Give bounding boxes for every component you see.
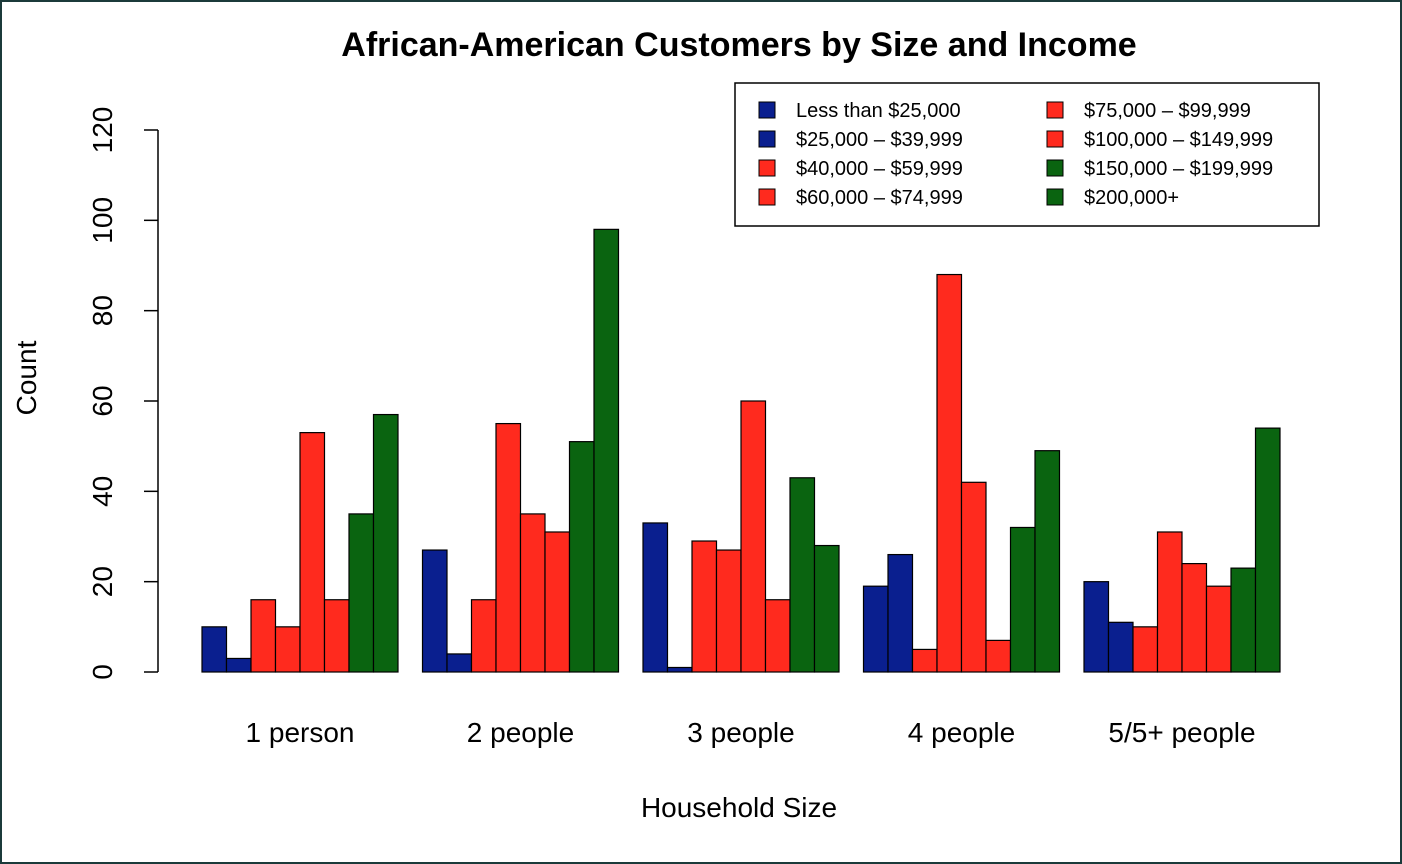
- bar: [1009, 526, 1036, 673]
- bar: [1107, 621, 1134, 673]
- bar: [936, 273, 963, 673]
- bar: [642, 522, 669, 673]
- legend-box: [734, 82, 1320, 227]
- bar: [299, 432, 326, 673]
- legend: Less than $25,000 $25,000 – $39,999 $40,00…: [734, 82, 1320, 227]
- bar: [568, 441, 595, 673]
- y-tick-label: 60: [87, 385, 118, 416]
- y-tick-label: 20: [87, 566, 118, 597]
- bar: [1083, 581, 1110, 673]
- bar: [495, 422, 522, 673]
- x-axis-label: Household Size: [641, 792, 837, 823]
- y-tick-label: 80: [87, 295, 118, 326]
- bar: [593, 228, 620, 673]
- y-axis-label: Count: [11, 340, 42, 415]
- bar: [1181, 562, 1208, 673]
- legend-swatch: [758, 188, 776, 206]
- y-tick-label: 120: [87, 107, 118, 154]
- legend-swatch: [1046, 188, 1064, 206]
- bar: [1156, 531, 1183, 673]
- bar: [372, 413, 399, 673]
- y-tick-label: 40: [87, 476, 118, 507]
- bar: [201, 626, 228, 673]
- legend-entry: $25,000 – $39,999: [796, 129, 963, 151]
- bar: [519, 513, 546, 673]
- bar: [421, 549, 448, 673]
- legend-entry: $75,000 – $99,999: [1084, 100, 1251, 122]
- bar: [250, 599, 277, 673]
- x-tick-label: 2 people: [467, 717, 574, 748]
- bar: [348, 513, 375, 673]
- bar: [1034, 450, 1061, 673]
- bar: [470, 599, 497, 673]
- legend-swatch: [1046, 130, 1064, 148]
- bar: [1254, 427, 1281, 673]
- legend-entry: $150,000 – $199,999: [1084, 158, 1273, 180]
- bar: [544, 531, 571, 673]
- bar: [1132, 626, 1159, 673]
- legend-entry: $40,000 – $59,999: [796, 158, 963, 180]
- legend-entry: $60,000 – $74,999: [796, 187, 963, 209]
- y-axis: 0 20 40 60 80 100 120: [87, 107, 159, 680]
- bar: [225, 657, 252, 673]
- legend-swatch: [758, 130, 776, 148]
- legend-entry: Less than $25,000: [796, 100, 961, 122]
- legend-swatch: [758, 159, 776, 177]
- legend-swatch: [1046, 101, 1064, 119]
- bar: [446, 653, 473, 673]
- bar: [691, 540, 718, 673]
- bar: [1230, 567, 1257, 673]
- bar: [715, 549, 742, 673]
- category-labels: 1 person 2 people 3 people 4 people 5/5+ peo…: [246, 717, 1256, 748]
- bar: [887, 553, 914, 673]
- legend-swatch: [1046, 159, 1064, 177]
- bar: [985, 639, 1012, 673]
- y-tick-label: 100: [87, 197, 118, 244]
- bar: [813, 544, 840, 673]
- bar: [740, 400, 767, 673]
- x-tick-label: 4 people: [908, 717, 1015, 748]
- legend-swatch: [758, 101, 776, 119]
- x-tick-label: 1 person: [246, 717, 355, 748]
- chart-title: African-American Customers by Size and I…: [341, 26, 1136, 64]
- bar: [323, 599, 350, 673]
- bar: [666, 666, 693, 673]
- bars-group: [201, 228, 1281, 673]
- bar: [911, 648, 938, 673]
- x-tick-label: 3 people: [687, 717, 794, 748]
- legend-entry: $200,000+: [1084, 187, 1179, 209]
- bar: [789, 477, 816, 673]
- bar: [862, 585, 889, 673]
- bar: [274, 626, 301, 673]
- bar: [764, 599, 791, 673]
- bar: [1205, 585, 1232, 673]
- x-tick-label: 5/5+ people: [1108, 717, 1255, 748]
- y-tick-label: 0: [87, 664, 118, 680]
- legend-entry: $100,000 – $149,999: [1084, 129, 1273, 151]
- bar: [960, 481, 987, 673]
